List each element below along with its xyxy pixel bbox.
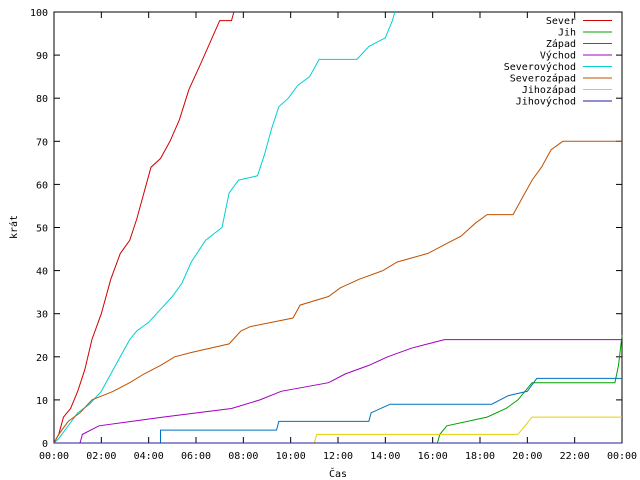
x-tick-label: 02:00 <box>86 451 116 462</box>
series-line-3 <box>54 339 622 444</box>
x-tick-label: 00:00 <box>607 451 637 462</box>
legend-label: Jih <box>558 28 576 39</box>
y-tick-label: 10 <box>36 396 48 407</box>
x-tick-label: 14:00 <box>370 451 400 462</box>
x-tick-label: 18:00 <box>465 451 495 462</box>
y-tick-label: 90 <box>36 51 48 62</box>
y-tick-label: 70 <box>36 137 48 148</box>
series-line-0 <box>53 11 235 444</box>
legend-label: Sever <box>546 16 576 27</box>
x-tick-label: 00:00 <box>39 451 69 462</box>
legend-label: Východ <box>540 50 576 62</box>
series-line-5 <box>53 140 622 444</box>
y-tick-label: 50 <box>36 224 48 235</box>
series-line-4 <box>53 11 396 444</box>
x-tick-label: 22:00 <box>560 451 590 462</box>
y-tick-label: 60 <box>36 180 48 191</box>
y-tick-label: 80 <box>36 94 48 105</box>
legend-label: Jihozápad <box>522 84 576 96</box>
legend-label: Severovýchod <box>504 61 576 73</box>
x-tick-label: 20:00 <box>512 451 542 462</box>
series-line-1 <box>54 335 623 444</box>
x-tick-label: 10:00 <box>276 451 306 462</box>
x-tick-label: 08:00 <box>228 451 258 462</box>
x-tick-label: 04:00 <box>134 451 164 462</box>
legend: SeverJihZápadVýchodSeverovýchodSeverozáp… <box>504 16 612 108</box>
y-tick-label: 30 <box>36 310 48 321</box>
y-tick-label: 40 <box>36 267 48 278</box>
x-axis-ticks: 00:00 02:00 04:00 06:00 08:00 10:00 12:00 14:00… <box>39 12 637 462</box>
y-tick-label: 0 <box>42 439 48 450</box>
series-line-2 <box>54 377 622 444</box>
series-lines <box>53 11 623 444</box>
y-axis-label: krát <box>8 215 20 239</box>
x-tick-label: 12:00 <box>323 451 353 462</box>
x-tick-label: 06:00 <box>181 451 211 462</box>
y-tick-label: 100 <box>30 8 48 19</box>
x-axis-label: Čas <box>329 467 347 480</box>
legend-label: Severozápad <box>510 73 576 85</box>
legend-label: Jihovýchod <box>516 96 576 108</box>
x-tick-label: 16:00 <box>418 451 448 462</box>
y-tick-label: 20 <box>36 353 48 364</box>
legend-label: Západ <box>546 38 576 50</box>
